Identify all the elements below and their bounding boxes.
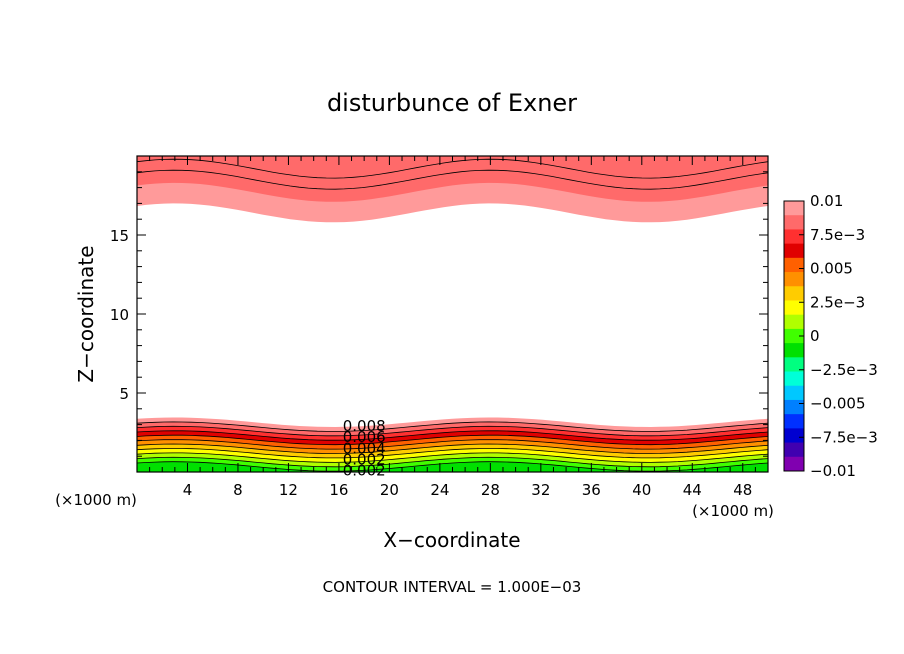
contour-line (137, 461, 768, 472)
colorbar-swatch (784, 385, 804, 401)
contour-line (137, 448, 768, 459)
colorbar-label: 7.5e−3 (810, 226, 865, 244)
contour-label: 0.002 (343, 450, 386, 468)
contour-line (137, 158, 768, 179)
colorbar-swatch (784, 343, 804, 358)
colorbar-swatch (784, 286, 804, 301)
y-tick-label: 5 (119, 385, 129, 403)
contour-line (137, 452, 768, 463)
contour-lines (137, 158, 768, 472)
contour-band (137, 461, 768, 472)
x-unit-left: (×1000 m) (55, 491, 137, 509)
x-tick-label: 44 (683, 481, 702, 499)
y-tick-label: 15 (110, 227, 129, 245)
colorbar-swatch (784, 414, 804, 429)
colorbar-label: −2.5e−3 (810, 361, 878, 379)
contour-line (137, 421, 768, 432)
colorbar-swatch (784, 229, 804, 245)
contour-label: 0.008 (343, 417, 386, 435)
y-axis-label: Z−coordinate (74, 245, 98, 382)
colorbar-swatch (784, 201, 804, 216)
colorbar-label: −0.005 (810, 395, 866, 413)
contour-line (137, 434, 768, 446)
colorbar-label: 0.005 (810, 260, 853, 278)
contour-fills (137, 156, 768, 472)
colorbar-swatch (784, 300, 804, 316)
x-unit-right: (×1000 m) (692, 502, 774, 520)
colorbar-swatch (784, 243, 804, 259)
x-tick-label: 48 (733, 481, 752, 499)
colorbar-label: −0.01 (810, 462, 856, 480)
colorbar: 0.01 7.5e−3 0.005 2.5e−3 0 −2.5e−3 −0.005 −7.5e… (783, 192, 878, 480)
colorbar-swatch (784, 328, 804, 344)
x-tick-label: 28 (481, 481, 500, 499)
contour-interval-note: CONTOUR INTERVAL = 1.000E−03 (323, 578, 582, 596)
x-tick-label: 20 (380, 481, 399, 499)
x-axis-label: X−coordinate (383, 528, 520, 552)
contour-line (137, 169, 768, 190)
colorbar-swatch (784, 215, 804, 230)
chart-title: disturbunce of Exner (327, 89, 577, 117)
contour-line (137, 425, 768, 437)
contour-label: 0.004 (343, 439, 386, 457)
x-tick-label: 8 (233, 481, 243, 499)
contour-line (137, 456, 768, 468)
x-tick-label: 36 (582, 481, 601, 499)
colorbar-swatch (784, 357, 804, 372)
x-tick-label: 16 (329, 481, 348, 499)
contour-line (137, 443, 768, 454)
x-tick-label: 40 (632, 481, 651, 499)
contour-label: 0.006 (343, 428, 386, 446)
x-tick-label: 4 (183, 481, 193, 499)
colorbar-swatch (784, 257, 804, 273)
colorbar-swatch (784, 442, 804, 458)
colorbar-swatch (784, 314, 804, 330)
x-tick-label: 12 (279, 481, 298, 499)
colorbar-swatch (784, 399, 804, 415)
colorbar-label: −7.5e−3 (810, 428, 878, 446)
x-tick-label: 24 (430, 481, 449, 499)
colorbar-label: 0.01 (810, 192, 843, 210)
contour-band (137, 156, 768, 202)
colorbar-swatch (784, 272, 804, 287)
contour-line (137, 430, 768, 441)
colorbar-swatch (784, 371, 804, 387)
colorbar-label: 2.5e−3 (810, 293, 865, 311)
x-tick-label: 32 (531, 481, 550, 499)
y-tick-label: 10 (110, 306, 129, 324)
colorbar-swatch (784, 456, 804, 472)
colorbar-label: 0 (810, 327, 820, 345)
contour-line (137, 439, 768, 450)
colorbar-swatch (784, 428, 804, 443)
